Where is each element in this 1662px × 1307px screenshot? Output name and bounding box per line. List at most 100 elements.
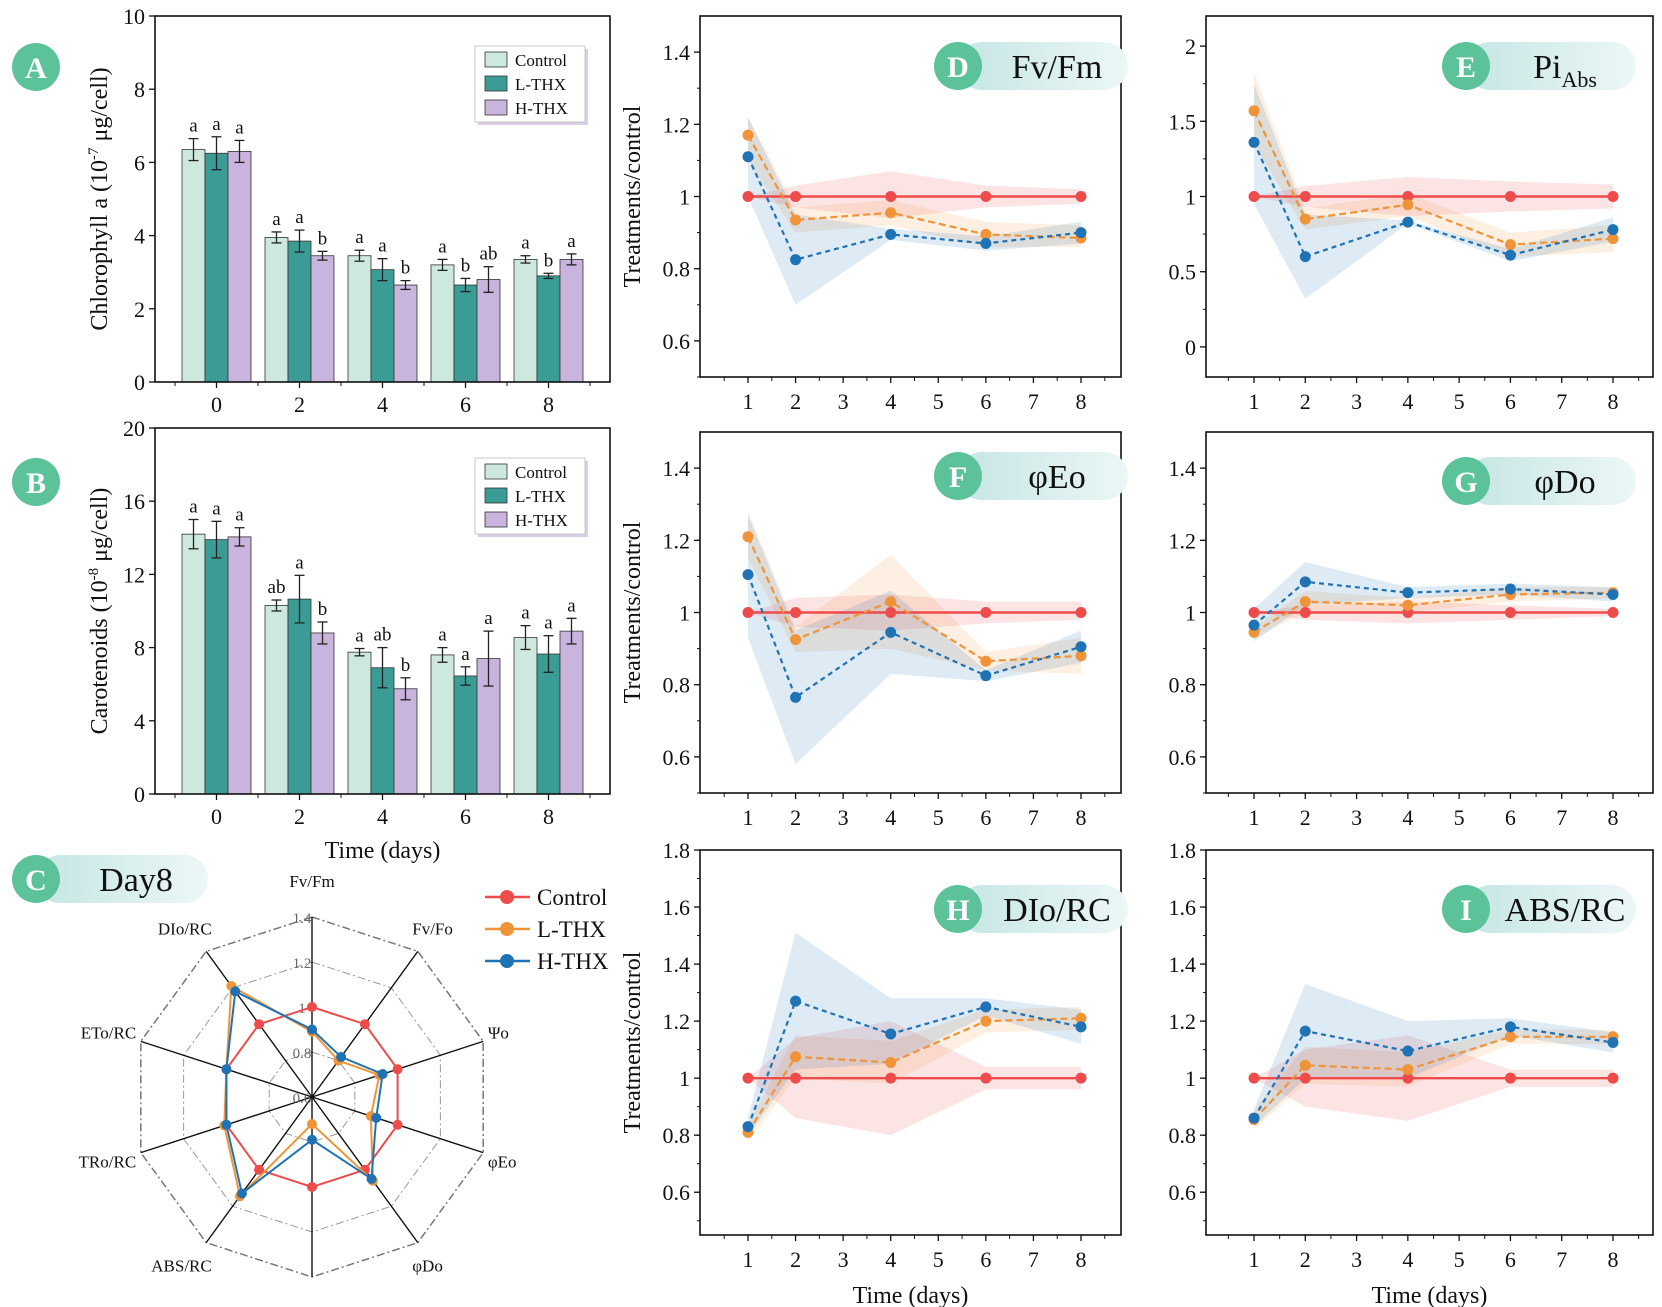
badge-circle	[12, 458, 60, 506]
radar-point-hthx	[307, 1024, 317, 1035]
y-tick-label: 1	[1185, 1066, 1196, 1091]
badge-circle	[12, 855, 60, 903]
data-point-lthx	[790, 634, 802, 646]
legend: Control L-THX H-THX	[474, 457, 588, 537]
significance-letter: a	[521, 233, 530, 254]
significance-letter: a	[567, 595, 576, 616]
y-tick-label: 1	[679, 601, 690, 626]
bar-lthx	[536, 275, 561, 383]
radar-point-hthx	[371, 1112, 382, 1123]
x-tick-label: 3	[1351, 389, 1362, 414]
x-tick-label: 3	[1351, 1247, 1362, 1272]
line-chart-d: 0.6 0.8 1 1.2 1.4 1 2 3 4 5 6 7 8 Treatments/control	[620, 15, 1122, 414]
y-axis-label-exponent: -8	[86, 568, 102, 581]
data-point-control	[1075, 191, 1087, 202]
data-point-lthx	[790, 1051, 802, 1063]
data-point-hthx	[1075, 641, 1087, 653]
x-tick-label: 8	[1608, 805, 1619, 830]
data-point-hthx	[742, 1121, 754, 1133]
x-tick-label: 6	[1505, 805, 1516, 830]
line-chart-f: 0.6 0.8 1 1.2 1.4 1 2 3 4 5 6 7 8 Treatments/control	[620, 431, 1122, 830]
data-point-control	[1248, 191, 1260, 202]
radar-axis-label: Fv/Fo	[412, 920, 453, 939]
legend: Control L-THX H-THX	[474, 45, 588, 125]
data-point-lthx	[1299, 1059, 1311, 1071]
y-tick-label: 1.2	[1169, 528, 1197, 553]
badge-circle	[934, 42, 982, 90]
x-axis-label: Time (days)	[1372, 1283, 1488, 1307]
confidence-band-lthx	[1254, 1029, 1613, 1130]
data-point-hthx	[885, 626, 897, 638]
y-tick-label: 0.8	[663, 673, 691, 698]
confidence-band-lthx	[1254, 587, 1613, 638]
x-tick-label: 2	[294, 804, 305, 829]
bar-control	[347, 255, 372, 383]
bar-hthx	[559, 258, 584, 383]
y-axis-label: Treatments/control	[620, 951, 646, 1133]
panel-letter: B	[26, 467, 46, 500]
x-tick-label: 6	[980, 1247, 991, 1272]
data-point-lthx	[1504, 1031, 1516, 1043]
radar-axis-label: Fv/Fm	[289, 872, 334, 891]
radar-point-hthx	[336, 1051, 347, 1062]
radar-tick-label: 0.8	[293, 1046, 312, 1062]
radar-point-lthx	[307, 1119, 317, 1129]
bar-lthx	[204, 152, 229, 383]
y-tick-label: 1.8	[663, 838, 691, 863]
significance-letter: a	[484, 608, 493, 629]
panel-badge-a: A	[12, 43, 60, 91]
data-point-hthx	[980, 237, 992, 249]
significance-letter: a	[235, 117, 244, 138]
x-tick-label: 3	[838, 389, 849, 414]
data-point-lthx	[790, 214, 802, 226]
legend-swatch-hthx	[484, 511, 508, 528]
significance-letter: ab	[268, 577, 286, 598]
significance-letter: a	[235, 505, 244, 526]
data-point-control	[980, 191, 992, 202]
panel-title: DIo/RC	[1003, 892, 1111, 929]
x-tick-label: 1	[743, 805, 754, 830]
panel-title-subscript: Abs	[1561, 67, 1596, 92]
data-point-hthx	[980, 670, 992, 682]
x-tick-label: 3	[838, 1247, 849, 1272]
data-point-control	[1504, 1072, 1516, 1084]
data-point-control	[790, 607, 802, 618]
legend-swatch-control	[484, 463, 508, 480]
x-tick-label: 1	[1249, 389, 1260, 414]
x-tick-label: 8	[1076, 389, 1087, 414]
bar-hthx	[476, 279, 501, 383]
x-tick-label: 4	[377, 392, 388, 417]
x-tick-label: 4	[885, 805, 896, 830]
data-point-hthx	[790, 995, 802, 1007]
radar-tick-label: 1.2	[293, 956, 312, 972]
data-point-control	[1299, 1072, 1311, 1084]
y-tick-label: 0	[134, 370, 145, 395]
radar-axis-label: ETo/RC	[81, 1024, 136, 1043]
y-tick-label: 0.6	[1169, 745, 1197, 770]
data-point-lthx	[1504, 239, 1516, 251]
bar-lthx	[453, 675, 478, 795]
x-tick-label: 7	[1556, 389, 1567, 414]
x-tick-label: 2	[790, 389, 801, 414]
data-point-control	[1299, 607, 1311, 618]
bar-hthx	[559, 630, 584, 795]
y-tick-label: 1	[1185, 185, 1196, 210]
x-tick-label: 8	[1608, 389, 1619, 414]
y-tick-label: 0	[134, 782, 145, 807]
data-point-lthx	[1075, 1012, 1087, 1024]
panel-letter: E	[1456, 51, 1476, 84]
radar-point-hthx	[221, 1064, 232, 1075]
x-tick-label: 4	[1402, 805, 1413, 830]
title-pill	[1466, 885, 1636, 933]
y-axis-label: Chlorophyll a (10-7 μg/cell)	[86, 67, 113, 330]
data-point-hthx	[1504, 1021, 1516, 1033]
panel-title: ABS/RC	[1505, 892, 1626, 929]
y-tick-label: 1.4	[663, 952, 691, 977]
title-pill	[958, 885, 1128, 933]
legend-marker-hthx	[500, 954, 514, 968]
data-point-control	[1075, 607, 1087, 618]
bar-control	[430, 264, 455, 383]
panel-title: φDo	[1534, 464, 1595, 501]
x-tick-label: 2	[790, 805, 801, 830]
